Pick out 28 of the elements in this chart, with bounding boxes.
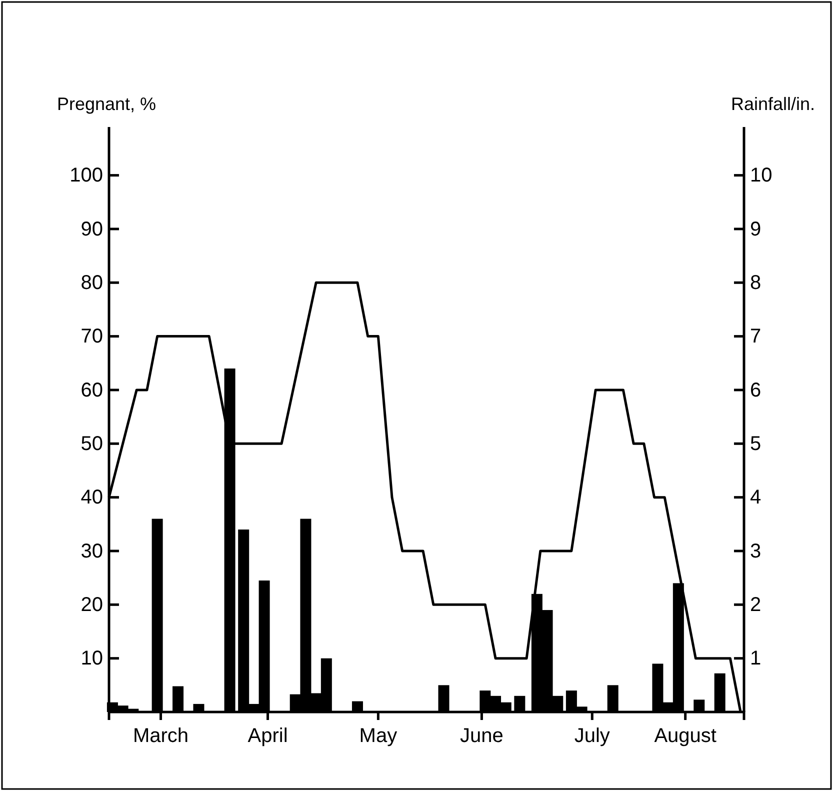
y2-tick-label: 1 (750, 648, 762, 670)
y-tick-label: 20 (80, 594, 103, 616)
y2-tick-label: 9 (750, 218, 762, 240)
y2-tick-label: 5 (750, 433, 762, 456)
x-tick-label: March (132, 725, 189, 748)
x-tick-label: April (248, 725, 288, 748)
x-tick-label: July (574, 725, 610, 748)
x-tick-label: August (654, 725, 717, 748)
y2-tick-label: 2 (750, 594, 762, 616)
y-tick-label: 40 (80, 486, 103, 509)
y-tick-label: 30 (80, 540, 103, 562)
y-tick-label: 10 (80, 648, 103, 670)
x-tick-label: May (359, 725, 398, 748)
y2-tick-label: 8 (750, 272, 762, 294)
y-tick-label: 70 (80, 326, 103, 348)
x-tick-label: June (460, 725, 504, 748)
y2-tick-label: 10 (750, 164, 772, 187)
y-tick-label: 60 (80, 379, 103, 402)
y-tick-label: 90 (80, 218, 103, 240)
y2-tick-label: 4 (750, 486, 762, 509)
y-axis-title: Pregnant, % (57, 94, 156, 114)
y-tick-label: 50 (80, 433, 103, 456)
y2-tick-label: 7 (750, 326, 762, 348)
y2-tick-label: 3 (750, 540, 762, 562)
y2-axis-title: Rainfall/in. (730, 94, 815, 114)
y-tick-label: 100 (70, 164, 103, 187)
y-tick-label: 80 (80, 272, 103, 294)
y2-tick-label: 6 (750, 379, 762, 402)
